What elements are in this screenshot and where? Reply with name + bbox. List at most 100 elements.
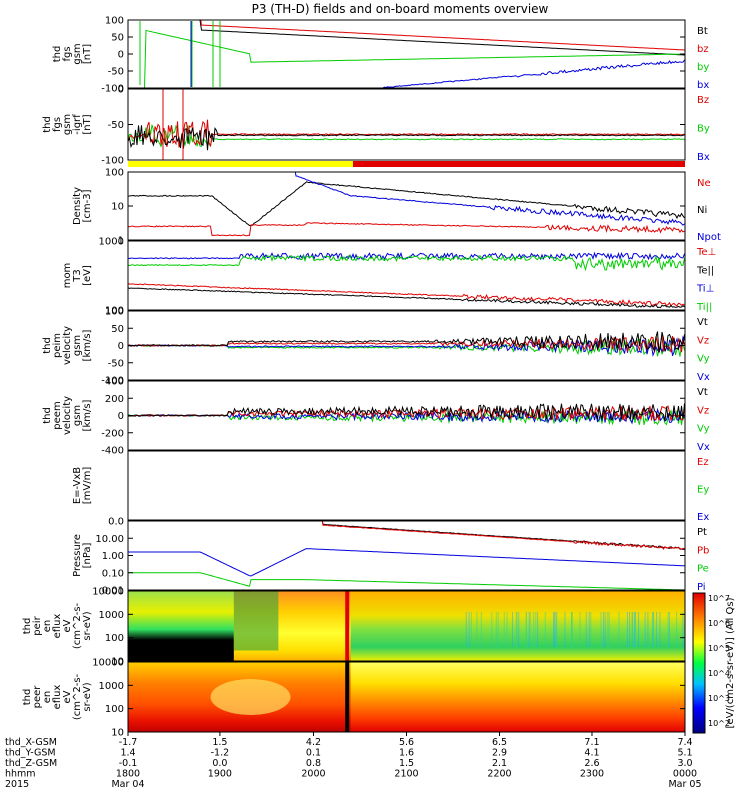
ylabel-line: T3	[72, 269, 83, 282]
panel-p10-ylabel: thd peer en eflux eV (cm^2-s-sr-eV)	[22, 673, 93, 720]
footer-value: 2300	[580, 769, 604, 780]
ylabel-line: E=-VxB	[72, 467, 83, 504]
footer-value: 3.0	[677, 758, 692, 769]
legend-Ni: Ni	[697, 205, 707, 216]
legend-Vt: Vt	[697, 317, 708, 328]
panel-p2-frame	[127, 88, 686, 161]
colorbar-tick: 10^4	[708, 669, 730, 678]
ylabel-line: thd	[22, 689, 33, 706]
spectro-streak	[564, 612, 566, 647]
spectro-streak	[516, 612, 518, 647]
panel-p9-ylabel: thd peir en eflux eV (cm^2-s-sr-eV)	[22, 602, 93, 649]
spectro-streak	[634, 612, 636, 647]
spectro-streak	[629, 612, 631, 647]
spectro-streak	[555, 612, 557, 647]
footer-value: 1.4	[120, 748, 135, 759]
footer-value: 4.2	[306, 737, 321, 748]
tick-label: 100	[105, 633, 124, 644]
spectro-streak	[656, 612, 658, 647]
legend-bx: bx	[697, 80, 709, 91]
mode-bar-fast	[353, 161, 685, 167]
ylabel-line: (cm^2-s-	[72, 602, 83, 649]
footer-value: 1.5	[399, 758, 414, 769]
ylabel-line: eflux	[52, 685, 63, 710]
legend-Bt: Bt	[697, 26, 708, 37]
panel-p9-plot	[128, 591, 685, 661]
legend-Vy: Vy	[697, 424, 710, 435]
series-Bx	[128, 125, 685, 151]
spectro-streak	[470, 612, 472, 647]
legend-Te||: Te||	[696, 265, 714, 276]
ylabel-line: (cm^2-s-	[72, 673, 83, 720]
ylabel-line: thd	[42, 407, 53, 424]
ylabel-line: peer	[32, 685, 43, 709]
tick-label: 10	[111, 728, 124, 739]
ylabel-line: -igrf	[72, 114, 83, 135]
spectro-streak	[537, 612, 539, 647]
footer-value: Mar 05	[668, 779, 701, 790]
colorbar-gradient	[692, 592, 706, 734]
footer-value: 5.1	[677, 748, 692, 759]
footer-value: 7.4	[677, 737, 692, 748]
ylabel-line: [nT]	[82, 114, 93, 134]
ylabel-line: sr-eV)	[82, 682, 93, 711]
tick-label: 0.0	[108, 517, 124, 528]
ylabel-line: peir	[32, 615, 43, 635]
panel-p9-frame	[127, 590, 686, 662]
tick-label: -400	[101, 446, 124, 457]
legend-Vt: Vt	[697, 387, 708, 398]
panel-p6-ylabel: thd peem velocity gsm [km/s]	[42, 396, 93, 435]
ylabel-line: thd	[52, 46, 63, 63]
series-bx	[372, 59, 685, 88]
panel-p7: E=-VxB [mV/m] Ez Ey Ex	[72, 450, 709, 523]
ylabel-line: en	[42, 620, 53, 633]
tick-label: 50	[111, 33, 124, 44]
legend-Vz: Vz	[697, 405, 709, 416]
spectro-streak	[667, 612, 669, 647]
tick-label: -200	[101, 428, 124, 439]
panel-p4: mom T3 [eV] 1000 100 Te⊥ Te|| Ti⊥ Ti||	[62, 237, 716, 317]
ylabel-line: fgs	[62, 46, 73, 61]
spectro-streak	[585, 612, 587, 647]
ylabel-line: eV	[62, 619, 73, 632]
spike-lines	[139, 21, 221, 87]
panel-p8-plot	[128, 521, 685, 590]
series-Bz	[128, 119, 685, 148]
panel-p8-ylabel: Pressure [nPa]	[72, 534, 93, 577]
tick-label: 10000	[92, 658, 124, 669]
electron-spectrogram-blob	[210, 679, 291, 715]
spectro-streak	[503, 612, 505, 647]
spectro-streak	[676, 612, 678, 647]
tick-label: -50	[108, 358, 124, 369]
ylabel-line: Pressure	[72, 534, 83, 577]
spectro-streak	[528, 612, 530, 647]
legend-Bx: Bx	[697, 152, 710, 163]
spectro-streak	[529, 612, 531, 647]
spike-lines	[162, 89, 184, 160]
series-By	[128, 124, 685, 148]
legend-Vx: Vx	[697, 442, 710, 453]
mode-bar-slow	[128, 161, 353, 167]
footer-value: -1.7	[119, 737, 138, 748]
series-Te-perp	[128, 283, 685, 307]
legend-Ti||: Ti||	[696, 302, 712, 313]
spectro-streak	[476, 612, 478, 647]
footer-row-label: hhmm	[5, 769, 36, 780]
ylabel-line: eV	[62, 690, 73, 703]
panel-p9: thd peir en eflux eV (cm^2-s-sr-eV) 10000 1000 1…	[22, 587, 686, 668]
panel-p7-ylabel: E=-VxB [mV/m]	[72, 467, 93, 505]
tick-label: 50	[111, 324, 124, 335]
spectro-streak	[588, 612, 590, 647]
legend-Pb: Pb	[697, 545, 709, 556]
ylabel-line: velocity	[62, 326, 73, 365]
ylabel-line: thd	[42, 116, 53, 133]
ylabel-line: peim	[52, 333, 63, 358]
colorbar: 10^7 10^6 10^5 10^4 10^3 10^2[eV/(cm2-s-sr-eV…	[692, 592, 736, 734]
legend-Pe: Pe	[697, 564, 709, 575]
ylabel-line: fgs	[52, 117, 63, 132]
electron-spectrogram-late	[350, 662, 685, 732]
footer-value: 0.1	[306, 748, 321, 759]
footer-value: -1.2	[211, 748, 230, 759]
legend-Vx: Vx	[697, 372, 710, 383]
